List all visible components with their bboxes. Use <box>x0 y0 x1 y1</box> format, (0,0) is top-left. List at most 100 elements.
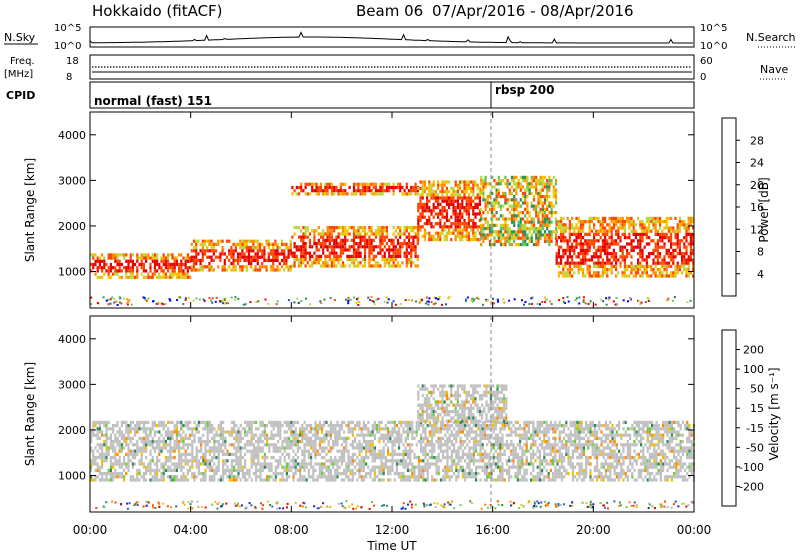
velocity-cell <box>156 478 159 482</box>
velocity-cell <box>391 430 394 434</box>
power-cell <box>617 216 620 220</box>
velocity-cell <box>362 436 365 440</box>
power-cell <box>419 215 422 219</box>
velocity-cell <box>316 433 319 437</box>
power-cell <box>619 255 622 259</box>
velocity-cell <box>191 433 194 437</box>
power-cell <box>363 182 367 186</box>
power-cell <box>674 236 677 240</box>
velocity-cell <box>208 440 211 444</box>
power-cell <box>285 246 288 250</box>
power-cell <box>482 182 485 186</box>
velocity-cell <box>358 462 361 466</box>
power-cell <box>550 220 553 224</box>
power-cell <box>308 238 312 242</box>
power-cell <box>322 264 325 268</box>
power-cell <box>486 233 489 237</box>
velocity-cell <box>226 430 229 434</box>
power-cell <box>652 271 655 275</box>
power-cell <box>173 272 176 276</box>
power-cell <box>515 201 518 205</box>
power-cell <box>452 209 455 213</box>
velocity-cell <box>246 472 249 476</box>
velocity-cell <box>195 475 198 479</box>
velocity-cell <box>230 462 233 466</box>
velocity-cell <box>222 433 225 437</box>
power-cell <box>254 246 257 250</box>
velocity-cell <box>160 475 163 479</box>
velocity-cell <box>123 462 126 466</box>
power-cell <box>247 262 251 266</box>
power-cell <box>243 265 246 269</box>
power-cell <box>554 201 558 205</box>
velocity-cell <box>255 456 258 460</box>
power-cell <box>566 245 569 249</box>
power-cell <box>405 229 408 233</box>
velocity-cell <box>389 452 392 456</box>
velocity-cell <box>112 446 115 450</box>
velocity-cell <box>257 452 260 456</box>
power-cell <box>639 261 642 265</box>
velocity-cell <box>145 440 148 444</box>
velocity-cell <box>294 430 297 434</box>
power-cell <box>626 274 629 278</box>
power-cell <box>685 229 688 233</box>
power-cell <box>280 258 284 262</box>
power-cell <box>579 264 582 268</box>
velocity-cell <box>235 433 238 437</box>
power-cell <box>623 223 626 227</box>
velocity-cell <box>373 478 376 482</box>
velocity-cell <box>305 424 308 428</box>
power-cell <box>208 255 211 259</box>
power-cell <box>90 269 93 273</box>
power-cell <box>190 268 193 272</box>
power-cell <box>192 255 196 259</box>
power-cell <box>550 233 553 237</box>
velocity-cell <box>288 475 291 479</box>
velocity-cell <box>327 443 330 447</box>
power-cell <box>441 212 444 216</box>
velocity-cell <box>391 459 394 463</box>
power-cell <box>361 258 364 262</box>
velocity-cell <box>334 468 337 472</box>
velocity-cell <box>156 472 159 476</box>
power-cell <box>548 211 551 215</box>
power-cell <box>543 214 547 218</box>
power-cell <box>550 230 553 234</box>
velocity-cell <box>422 427 425 431</box>
power-cell <box>129 253 132 257</box>
velocity-cell <box>294 462 297 466</box>
power-cell <box>370 264 373 268</box>
velocity-cell <box>424 430 427 434</box>
power-cell <box>497 195 500 199</box>
velocity-cell <box>384 427 387 431</box>
power-cell <box>426 199 429 203</box>
power-cell <box>278 262 281 266</box>
power-cell <box>566 268 569 272</box>
power-cell <box>443 234 446 238</box>
power-cell <box>432 196 435 200</box>
power-cell <box>441 190 444 194</box>
power-cell <box>317 254 320 258</box>
power-cell <box>678 226 681 230</box>
power-cell <box>604 226 607 230</box>
power-cell <box>676 223 679 227</box>
power-cell <box>147 256 150 260</box>
power-cell <box>412 242 415 246</box>
velocity-cell <box>270 424 273 428</box>
power-cell <box>575 216 578 220</box>
velocity-cell <box>136 440 139 444</box>
velocity-cell <box>204 452 207 456</box>
power-cell <box>421 180 424 184</box>
power-cell <box>661 271 664 275</box>
velocity-cell <box>373 436 376 440</box>
power-cell <box>692 264 695 268</box>
power-cell <box>317 226 320 230</box>
power-cell <box>643 226 646 230</box>
power-cell <box>497 230 500 234</box>
power-cell <box>361 192 364 196</box>
power-cell <box>513 298 516 301</box>
velocity-cell <box>365 449 368 453</box>
velocity-cell <box>169 452 172 456</box>
power-cell <box>575 226 578 230</box>
